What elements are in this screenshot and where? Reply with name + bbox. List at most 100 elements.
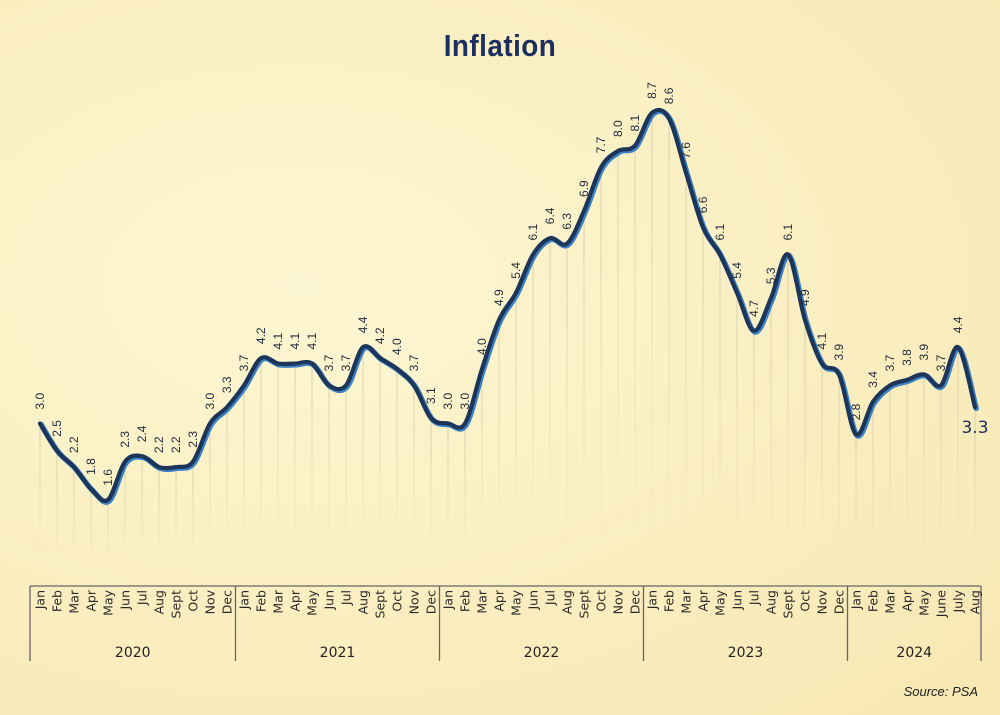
month-label: Sept <box>373 590 388 619</box>
drop-line <box>158 467 160 565</box>
month-label: Sept <box>577 590 592 619</box>
month-label: Jan <box>441 590 456 610</box>
drop-line <box>39 423 41 565</box>
drop-line <box>770 298 772 565</box>
drop-line <box>107 499 109 565</box>
drop-line <box>668 118 670 566</box>
month-label: Nov <box>611 589 626 614</box>
data-label: 6.6 <box>696 196 710 213</box>
month-label: Jul <box>135 590 150 606</box>
data-label: 4.4 <box>951 316 965 333</box>
data-label: 4.2 <box>254 327 268 344</box>
month-label: Aug <box>764 590 779 614</box>
data-label: 4.1 <box>815 333 829 350</box>
drop-line <box>209 423 211 565</box>
data-label: 1.8 <box>84 458 98 475</box>
month-label: Feb <box>662 590 677 612</box>
month-label: Jan <box>33 590 48 610</box>
drop-line <box>345 385 347 565</box>
month-label: Dec <box>220 590 235 614</box>
month-label: Mar <box>271 589 286 613</box>
drop-line <box>430 418 432 565</box>
data-label: 4.1 <box>271 333 285 350</box>
data-label: 2.4 <box>135 425 149 442</box>
month-label: Dec <box>424 590 439 614</box>
data-label: 2.3 <box>186 431 200 448</box>
month-label: Apr <box>696 589 711 611</box>
drop-line <box>243 385 245 565</box>
month-label: Jul <box>339 590 354 606</box>
month-label: Sept <box>169 590 184 619</box>
month-label: Apr <box>492 589 507 611</box>
data-label: 2.8 <box>849 403 863 420</box>
data-label: 3.7 <box>883 354 897 371</box>
drop-line <box>787 254 789 566</box>
drop-line <box>821 363 823 565</box>
data-label: 3.7 <box>934 354 948 371</box>
data-label: 6.9 <box>577 180 591 197</box>
data-label: 3.7 <box>407 354 421 371</box>
data-label: 3.0 <box>458 392 472 409</box>
drop-line <box>226 407 228 565</box>
data-label: 1.6 <box>101 469 115 486</box>
drop-line <box>702 227 704 566</box>
year-label-2024: 2024 <box>896 645 932 661</box>
month-label: Jan <box>237 590 252 610</box>
month-label: June <box>934 590 949 619</box>
data-label: 8.6 <box>662 87 676 104</box>
data-label: 2.2 <box>67 436 81 453</box>
data-label: 5.4 <box>509 262 523 279</box>
drop-line <box>124 461 126 565</box>
data-label: 3.7 <box>339 354 353 371</box>
data-label: 4.1 <box>305 333 319 350</box>
data-label: 2.2 <box>152 436 166 453</box>
month-label: Mar <box>475 589 490 613</box>
month-label: Dec <box>628 590 643 614</box>
month-label: May <box>509 589 524 615</box>
month-label: Jun <box>322 590 337 611</box>
data-label: 6.3 <box>560 213 574 230</box>
data-label: 5.3 <box>764 267 778 284</box>
drop-line <box>192 461 194 565</box>
data-label: 4.7 <box>747 300 761 317</box>
drop-line <box>141 456 143 565</box>
month-label: Mar <box>679 589 694 613</box>
drop-line <box>532 254 534 566</box>
drop-line <box>328 385 330 565</box>
data-label: 6.4 <box>543 207 557 224</box>
data-label: 4.0 <box>390 338 404 355</box>
drop-line <box>260 358 262 565</box>
data-label: 5.4 <box>730 262 744 279</box>
drop-line <box>855 434 857 565</box>
drop-line <box>906 379 908 565</box>
data-label: 3.0 <box>441 392 455 409</box>
month-label: Dec <box>832 590 847 614</box>
month-label: Apr <box>84 589 99 611</box>
month-label: Aug <box>152 590 167 614</box>
month-label: Feb <box>50 590 65 612</box>
drop-line <box>481 369 483 565</box>
month-label: Mar <box>883 589 898 613</box>
drop-line <box>923 374 925 565</box>
data-label: 4.9 <box>492 289 506 306</box>
month-label: Jan <box>849 590 864 610</box>
month-label: Jul <box>747 590 762 606</box>
drop-line <box>311 363 313 565</box>
data-label: 4.1 <box>288 333 302 350</box>
data-label: 6.1 <box>713 224 727 241</box>
month-label: Oct <box>798 590 813 612</box>
drop-line <box>498 319 500 565</box>
month-label: Jun <box>730 590 745 611</box>
drop-line <box>600 167 602 565</box>
month-label: May <box>917 589 932 615</box>
drop-line <box>277 363 279 565</box>
month-label: May <box>101 589 116 615</box>
month-label: Feb <box>866 590 881 612</box>
month-label: Aug <box>968 590 983 614</box>
month-label: Jun <box>118 590 133 611</box>
data-label: 3.0 <box>203 392 217 409</box>
year-label-2022: 2022 <box>524 645 560 661</box>
drop-line <box>736 292 738 565</box>
month-label: Feb <box>458 590 473 612</box>
